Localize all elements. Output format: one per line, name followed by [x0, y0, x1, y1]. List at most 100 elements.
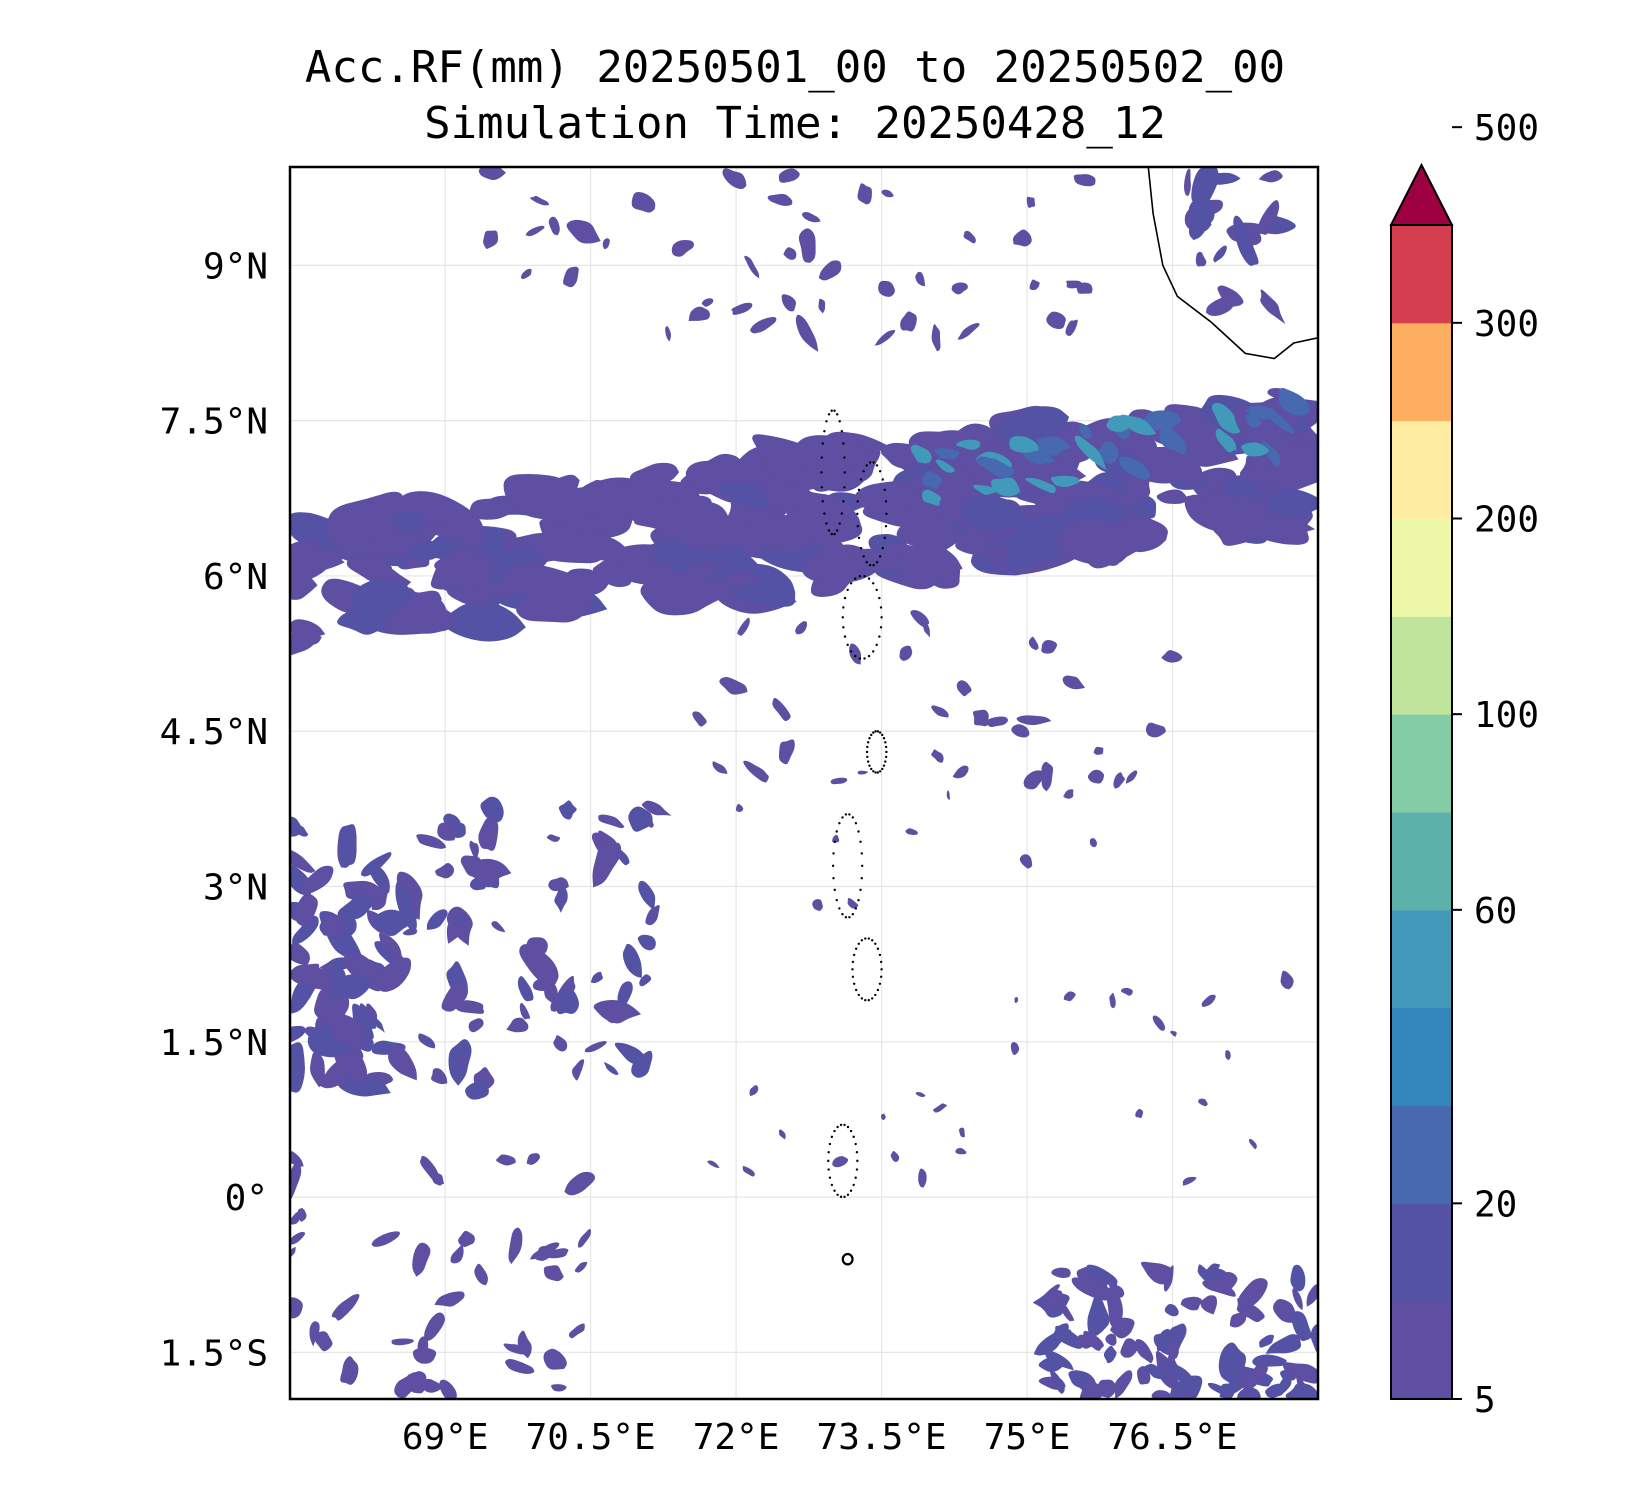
- rain-cell: [1156, 489, 1188, 504]
- atoll-island: [870, 767, 873, 771]
- x-tick-label: 72°E: [693, 1417, 780, 1458]
- atoll-island: [842, 626, 845, 629]
- rain-cell: [331, 535, 367, 556]
- atoll-island: [854, 1142, 857, 1146]
- rain-cell: [922, 489, 942, 506]
- latitude-axis: 9°N 7.5°N 6°N 4.5°N 3°N 1.5°N 0° 1.5°S: [160, 246, 268, 1374]
- x-tick-label: 69°E: [402, 1417, 489, 1458]
- colorbar-segment: [1391, 1203, 1452, 1302]
- rain-cell: [506, 1017, 529, 1033]
- atoll-island: [839, 1123, 843, 1127]
- rain-cell: [1265, 407, 1295, 434]
- atoll-island: [885, 512, 888, 516]
- colorbar-segment: [1391, 518, 1452, 617]
- map-subtitle: Simulation Time: 20250428_12: [424, 98, 1166, 149]
- colorbar-tick-label: 300: [1474, 304, 1539, 345]
- rain-cell: [1202, 1279, 1236, 1297]
- rain-cell: [454, 1000, 485, 1014]
- atoll-island: [884, 760, 887, 763]
- rain-cell: [456, 1053, 468, 1067]
- rain-cell: [761, 773, 769, 780]
- rain-cell: [295, 893, 318, 927]
- atoll-island: [866, 741, 870, 744]
- rain-cell: [1170, 1030, 1177, 1037]
- atoll-island: [854, 988, 858, 992]
- atoll-island: [857, 942, 860, 945]
- rain-cell: [491, 921, 506, 933]
- atoll-island: [868, 764, 871, 767]
- rain-cell: [1016, 715, 1052, 726]
- atoll-island: [835, 830, 838, 833]
- rain-cell: [963, 230, 976, 244]
- rain-cell: [961, 495, 1022, 532]
- map-title: Acc.RF(mm) 20250501_00 to 20250502_00: [304, 42, 1286, 93]
- rain-cell: [701, 298, 714, 307]
- atoll-island: [830, 1135, 834, 1139]
- rain-cell: [1215, 428, 1237, 453]
- rain-cell: [991, 477, 1021, 497]
- atoll-island: [820, 456, 823, 459]
- rain-cell: [435, 863, 455, 879]
- rain-cell: [553, 1035, 568, 1052]
- atoll-island: [827, 529, 831, 532]
- rain-cell: [637, 934, 656, 951]
- rain-cell: [638, 880, 656, 911]
- rain-cell: [584, 1041, 607, 1053]
- rain-cell: [297, 1208, 307, 1222]
- rain-cell: [931, 324, 941, 352]
- atoll-island: [854, 822, 858, 825]
- rain-cell: [346, 554, 395, 583]
- rain-cell: [742, 1166, 755, 1177]
- rain-cell: [360, 852, 392, 877]
- rain-cell: [1265, 1334, 1302, 1354]
- rain-cell: [1051, 1323, 1069, 1345]
- x-tick-label: 73.5°E: [817, 1417, 947, 1458]
- atoll-island: [868, 461, 872, 464]
- rain-cell: [468, 1018, 484, 1033]
- rain-cell: [1009, 436, 1039, 453]
- atoll-island: [866, 760, 870, 763]
- atoll-island: [841, 616, 844, 619]
- rain-cell: [1011, 724, 1030, 738]
- atoll-island: [884, 500, 888, 503]
- rain-cell: [956, 680, 972, 697]
- rain-cell: [519, 944, 559, 987]
- atoll-island: [833, 409, 836, 412]
- rain-cell: [1087, 1295, 1110, 1337]
- rain-cell: [325, 491, 407, 543]
- rain-cell: [665, 326, 672, 342]
- rain-cell: [290, 942, 310, 966]
- atoll-island: [825, 420, 828, 423]
- atoll-island: [862, 470, 865, 473]
- atoll-island: [859, 888, 862, 892]
- rain-cell: [330, 974, 372, 1000]
- atoll-island: [821, 500, 824, 503]
- rain-cell: [290, 849, 316, 873]
- colorbar-tick-label: 200: [1474, 500, 1539, 541]
- rain-cell: [590, 971, 603, 984]
- colorbar-segment: [1391, 1007, 1452, 1106]
- rain-cell: [959, 1127, 965, 1138]
- rain-cell: [505, 1359, 535, 1374]
- rain-cell: [391, 1338, 414, 1346]
- atoll-island: [864, 998, 867, 1002]
- rain-cell: [607, 1000, 625, 1024]
- rain-cell: [766, 466, 797, 480]
- rain-cell: [366, 1003, 378, 1021]
- atoll-island: [851, 975, 855, 978]
- rain-cell: [1292, 1288, 1303, 1311]
- atoll-island: [849, 1189, 853, 1192]
- rain-cell: [978, 458, 1015, 478]
- atoll-island: [843, 456, 846, 459]
- rain-cell: [310, 1051, 325, 1088]
- rain-cell: [628, 966, 642, 975]
- atoll-island: [832, 852, 835, 855]
- atoll-island: [846, 643, 849, 647]
- rain-cell: [1079, 423, 1092, 440]
- rain-cell: [1019, 854, 1033, 869]
- rain-cell: [483, 230, 499, 250]
- rain-cell: [1065, 319, 1078, 336]
- atoll-island: [860, 877, 863, 880]
- rain-cell: [1075, 1334, 1096, 1349]
- rain-cell: [874, 329, 896, 346]
